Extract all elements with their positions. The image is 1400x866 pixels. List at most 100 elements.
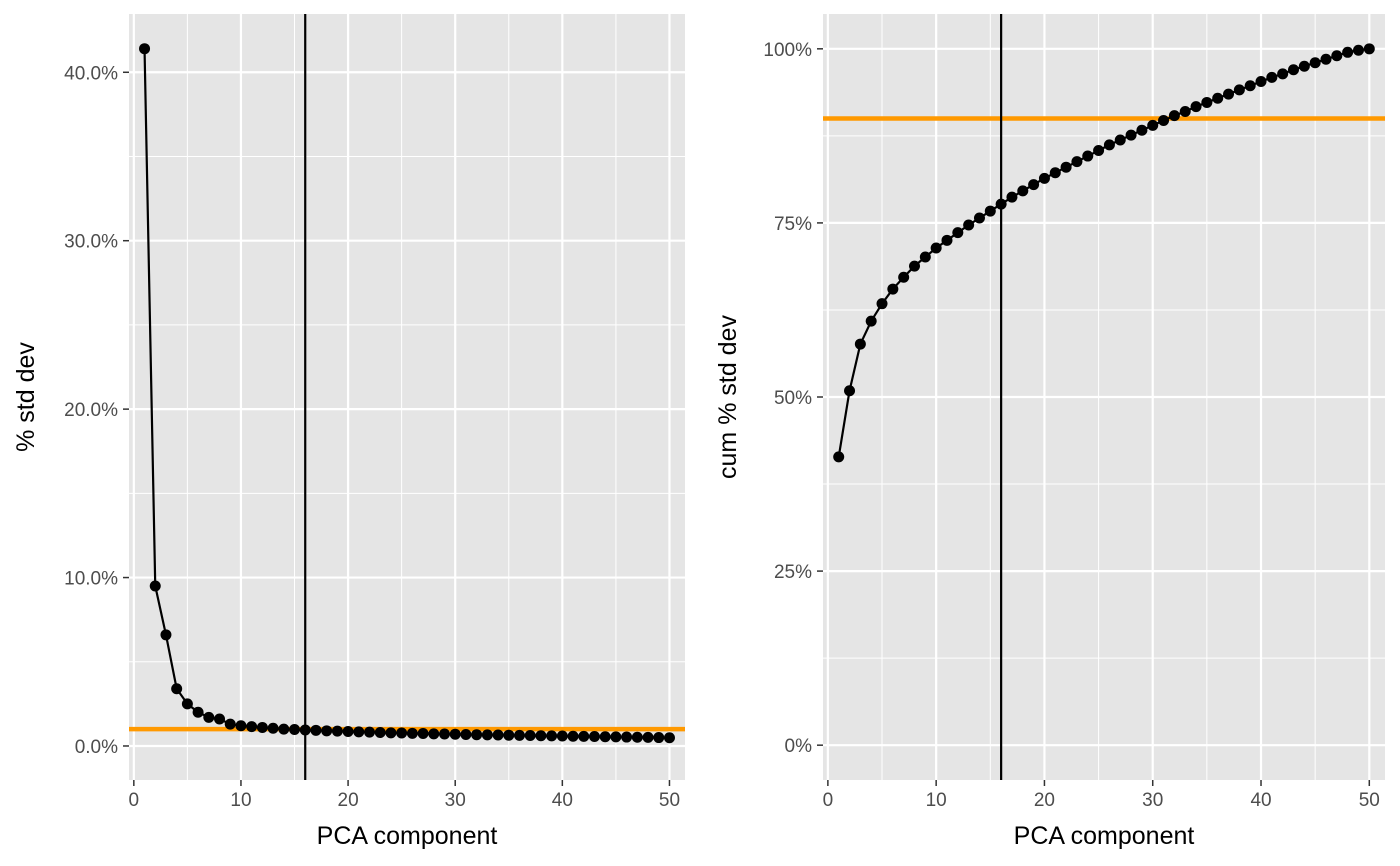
y-tick-label: 75% [774,214,812,235]
data-point [941,234,953,246]
data-point [621,731,633,743]
data-point [844,385,856,397]
panel-std-dev: 0 10 20 30 40 50 0.0% 10.0% 20.0% 30.0% 40.0% PCA… [12,14,685,850]
data-point [1179,105,1191,117]
data-point [299,724,311,736]
data-point [1125,129,1137,141]
data-point [1147,119,1159,131]
data-point [1082,150,1094,162]
x-tick-label: 40 [1250,790,1271,811]
data-point [524,730,536,742]
data-point [642,731,654,743]
gridlines [823,14,1385,780]
y-axis-title: % std dev [12,342,40,452]
data-point [171,683,183,695]
x-tick-label: 30 [445,790,466,811]
data-point [310,724,322,736]
data-point [214,713,226,725]
data-point [1114,134,1126,146]
x-tick-label: 50 [659,790,680,811]
data-point [854,338,866,350]
data-point [567,730,579,742]
data-point [181,698,193,710]
x-tick-label: 10 [926,790,947,811]
y-tick-label: 100% [763,40,812,61]
y-axis-title: cum % std dev [714,315,742,479]
data-point [1103,139,1115,151]
series [833,43,1375,463]
data-point [139,43,151,55]
reference-lines [129,14,685,780]
data-point [588,731,600,743]
data-point [192,706,204,718]
data-point [1212,92,1224,104]
data-point [385,727,397,739]
data-point [428,728,440,740]
data-point [1342,46,1354,58]
data-point [887,283,899,295]
data-point [1071,156,1083,168]
data-point [1255,76,1267,88]
y-tick-label: 20.0% [64,400,118,421]
data-point [546,730,558,742]
data-point [1017,185,1029,197]
data-point [1223,88,1235,100]
data-point [973,212,985,224]
data-point [1006,191,1018,203]
data-point [1331,50,1343,62]
x-axis-ticks: 0 10 20 30 40 50 [129,780,680,811]
data-point [1277,68,1289,80]
data-point [1060,161,1072,173]
data-point [952,227,964,239]
data-point [919,251,931,263]
data-point [610,731,622,743]
data-point [963,219,975,231]
data-point [406,727,418,739]
data-point [1352,44,1364,56]
data-point [1168,110,1180,122]
data-point [353,726,365,738]
y-tick-label: 50% [774,388,812,409]
data-point [1233,84,1245,96]
data-point [898,271,910,283]
data-point [599,731,611,743]
data-point [1158,115,1170,127]
data-point [342,725,354,737]
y-axis-ticks: 0% 25% 50% 75% 100% [763,40,823,757]
y-axis-ticks: 0.0% 10.0% 20.0% 30.0% 40.0% [64,63,129,758]
data-point [267,722,279,734]
data-point [374,727,386,739]
data-point [833,451,845,463]
data-point [1244,80,1256,92]
data-point [984,205,996,217]
data-point [578,730,590,742]
data-point [471,729,483,741]
y-tick-label: 25% [774,562,812,583]
data-point [1201,96,1213,108]
x-tick-label: 0 [823,790,834,811]
data-point [865,315,877,327]
data-point [1363,43,1375,55]
data-point [1136,124,1148,136]
data-point [1287,64,1299,76]
x-tick-label: 20 [338,790,359,811]
data-point [876,298,888,310]
data-point [149,580,161,592]
data-point [160,629,172,641]
data-point [289,723,301,735]
data-point [535,730,547,742]
data-point [331,725,343,737]
data-point [1038,172,1050,184]
data-point [396,727,408,739]
data-point [1266,71,1278,83]
gridlines [129,14,685,780]
data-point [417,728,429,740]
x-tick-label: 20 [1034,790,1055,811]
x-tick-label: 50 [1359,790,1380,811]
data-point [246,721,258,733]
y-tick-label: 0.0% [75,737,118,758]
data-point [930,242,942,254]
x-tick-label: 10 [230,790,251,811]
y-tick-label: 40.0% [64,63,118,84]
